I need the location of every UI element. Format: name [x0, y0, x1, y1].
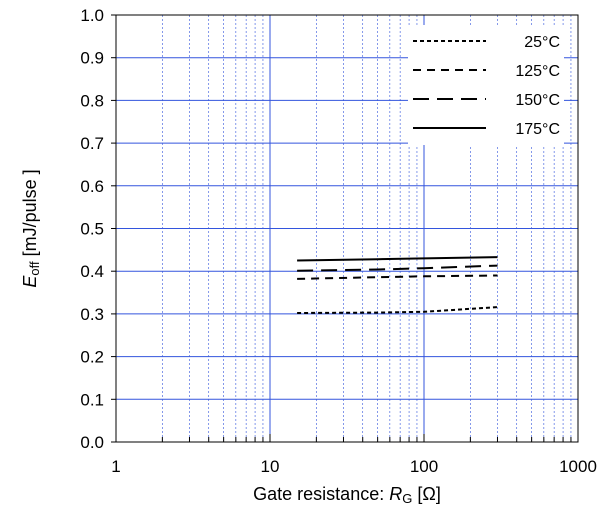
y-tick-label: 0.6 [80, 177, 104, 196]
series-lines [297, 256, 498, 314]
y-tick-label: 1.0 [80, 6, 104, 25]
x-axis-title: Gate resistance: RG [Ω] [253, 484, 441, 506]
legend-label: 150°C [515, 92, 560, 109]
y-tick-label: 0.0 [80, 433, 104, 452]
y-tick-label: 0.9 [80, 49, 104, 68]
x-tick-label: 100 [410, 457, 438, 476]
series-line [297, 256, 498, 262]
axis-ticks [111, 14, 579, 443]
y-tick-label: 0.7 [80, 134, 104, 153]
legend-label: 175°C [515, 121, 560, 138]
series-line [297, 274, 498, 280]
x-tick-label: 10 [261, 457, 280, 476]
legend: 25°C 125°C 150°C 175°C [408, 25, 564, 145]
y-tick-label: 0.1 [80, 390, 104, 409]
series-line [297, 264, 498, 272]
y-tick-label: 0.8 [80, 91, 104, 110]
y-tick-label: 0.5 [80, 220, 104, 239]
y-tick-label: 0.2 [80, 348, 104, 367]
legend-label: 25°C [524, 34, 560, 51]
legend-label: 125°C [515, 63, 560, 80]
series-line [297, 306, 498, 314]
y-tick-label: 0.4 [80, 262, 104, 281]
y-axis-title: Eoff [mJ/pulse ] [20, 169, 42, 287]
legend-box [408, 25, 564, 145]
tick-labels: 0.0 0.1 0.2 0.3 0.4 0.5 0.6 0.7 0.8 0.9 1.0 1 10 100 1… [80, 6, 597, 476]
y-tick-label: 0.3 [80, 305, 104, 324]
x-tick-label: 1000 [559, 457, 597, 476]
x-tick-label: 1 [111, 457, 120, 476]
